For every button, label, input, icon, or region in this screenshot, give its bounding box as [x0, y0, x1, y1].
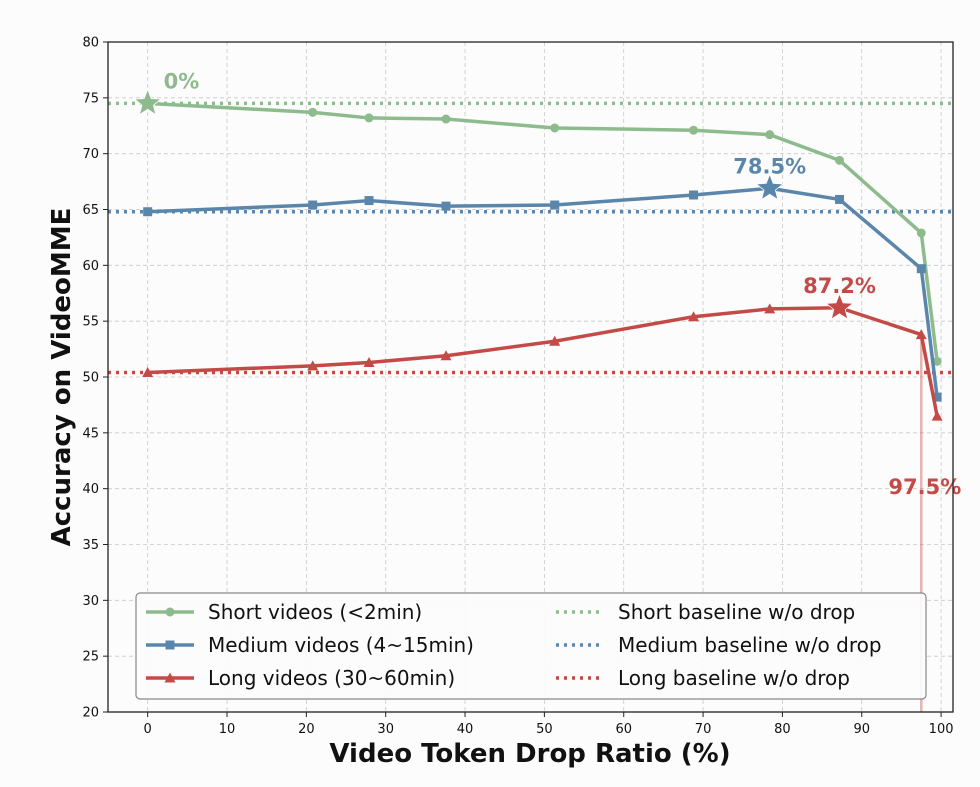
data-point: [550, 200, 560, 210]
y-axis-title: Accuracy on VideoMME: [47, 208, 77, 547]
data-point: [440, 350, 452, 361]
y-tick-label: 50: [82, 371, 99, 386]
legend-marker: [165, 640, 175, 650]
series-line: [147, 186, 939, 398]
legend-label: Long videos (30~60min): [208, 666, 455, 690]
x-tick-label: 70: [695, 722, 712, 737]
data-point: [689, 125, 699, 135]
x-axis-title: Video Token Drop Ratio (%): [329, 739, 730, 769]
data-point: [835, 194, 845, 204]
annotations: 0% 78.5% 87.2% 97.5%: [164, 69, 962, 499]
x-tick-label: 100: [929, 722, 954, 737]
data-point: [915, 329, 927, 340]
data-point: [441, 114, 451, 124]
data-point: [308, 107, 318, 117]
data-point: [932, 356, 942, 366]
series-line: [147, 306, 939, 417]
y-tick-label: 55: [82, 315, 99, 330]
legend-marker: [165, 607, 175, 617]
legend-label: Medium videos (4~15min): [208, 633, 474, 657]
data-point: [307, 360, 319, 371]
y-tick-label: 35: [82, 538, 99, 553]
y-tick-label: 65: [82, 203, 99, 218]
x-tick-label: 60: [615, 722, 632, 737]
legend-label: Medium baseline w/o drop: [618, 633, 882, 657]
highlight-label: 0%: [164, 69, 200, 93]
data-point: [308, 200, 318, 210]
x-tick-label: 50: [536, 722, 553, 737]
series-0: [143, 98, 942, 366]
data-point: [143, 207, 153, 217]
y-tick-label: 20: [82, 706, 99, 721]
data-point: [142, 367, 154, 378]
y-tick-label: 80: [82, 36, 99, 51]
legend-label: Short videos (<2min): [208, 600, 422, 624]
data-point: [364, 196, 374, 206]
x-tick-label: 30: [377, 722, 394, 737]
x-tick-label: 90: [853, 722, 870, 737]
legend-marker: [164, 672, 176, 683]
series-line: [147, 101, 939, 362]
legend-label: Long baseline w/o drop: [618, 666, 850, 690]
legend: Short videos (<2min) Medium videos (4~15m…: [135, 592, 927, 700]
y-tick-label: 45: [82, 426, 99, 441]
y-ticks: 20 25 30 35 40 45 50 55 60 65 70 75 80: [82, 36, 108, 721]
data-point: [688, 311, 700, 322]
legend-box: [135, 592, 927, 700]
highlight-stars: [133, 88, 854, 320]
data-point: [835, 155, 845, 165]
x-tick-label: 0: [144, 722, 152, 737]
baselines: [108, 101, 953, 375]
data-point: [916, 228, 926, 238]
data-point: [764, 303, 776, 314]
y-tick-label: 30: [82, 594, 99, 609]
y-tick-label: 60: [82, 259, 99, 274]
y-tick-label: 70: [82, 147, 99, 162]
data-point: [364, 113, 374, 123]
highlight-star: [755, 173, 785, 201]
highlight-star: [825, 292, 854, 320]
x-ticks: 0 10 20 30 40 50 60 70 80 90 100: [144, 712, 954, 737]
data-point: [931, 410, 943, 421]
legend-label: Short baseline w/o drop: [618, 600, 855, 624]
x-tick-label: 40: [457, 722, 474, 737]
data-point: [916, 264, 926, 274]
data-point: [363, 356, 375, 367]
y-tick-label: 40: [82, 482, 99, 497]
x-tick-label: 10: [219, 722, 236, 737]
series-2: [142, 302, 943, 421]
data-point: [932, 392, 942, 402]
x-tick-label: 20: [298, 722, 315, 737]
data-point: [550, 123, 560, 133]
data-point: [765, 130, 775, 140]
highlight-star: [133, 88, 163, 116]
highlight-label: 87.2%: [803, 274, 876, 298]
data-point: [549, 335, 561, 346]
vline-label: 97.5%: [888, 475, 961, 499]
data-point: [441, 201, 451, 211]
x-tick-label: 80: [774, 722, 791, 737]
y-tick-label: 25: [82, 650, 99, 665]
y-tick-label: 75: [82, 91, 99, 106]
series-1: [143, 183, 942, 402]
highlight-label: 78.5%: [733, 154, 806, 178]
data-point: [689, 190, 699, 200]
